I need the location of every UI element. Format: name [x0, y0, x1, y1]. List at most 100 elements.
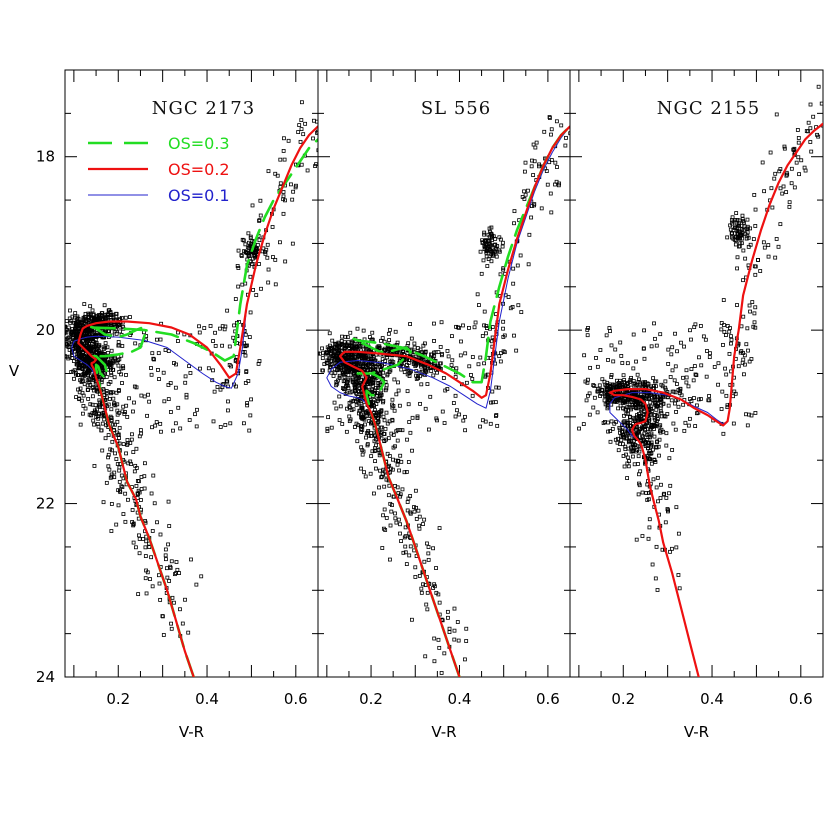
star-point	[100, 448, 105, 453]
star-point	[245, 343, 249, 348]
star-point	[66, 356, 71, 361]
x-tick-label: 0.6	[536, 690, 560, 708]
star-point	[296, 130, 301, 134]
star-point	[72, 349, 77, 354]
star-point	[355, 381, 360, 386]
star-point	[153, 423, 158, 428]
star-point	[625, 361, 630, 366]
star-point	[195, 407, 199, 412]
star-point	[782, 146, 787, 151]
star-point	[618, 442, 622, 446]
star-point	[72, 376, 76, 381]
star-point	[147, 399, 152, 404]
star-point	[425, 590, 430, 595]
star-point	[531, 173, 536, 177]
star-point	[109, 474, 114, 479]
star-point	[647, 456, 652, 461]
star-point	[495, 423, 500, 428]
star-point	[88, 331, 93, 336]
star-point	[254, 249, 258, 254]
star-point	[356, 423, 361, 428]
star-point	[549, 127, 554, 132]
star-point	[724, 372, 729, 377]
star-point	[263, 249, 267, 254]
star-point	[626, 440, 631, 445]
star-point	[617, 425, 622, 430]
star-point	[684, 375, 689, 380]
star-point	[290, 197, 295, 202]
star-point	[624, 411, 629, 416]
star-point	[753, 272, 758, 277]
star-point	[512, 209, 517, 214]
star-point	[732, 226, 737, 230]
star-point	[106, 402, 111, 407]
star-point	[752, 264, 757, 269]
star-point	[122, 412, 127, 416]
star-point	[116, 340, 121, 344]
star-point	[719, 321, 724, 325]
star-point	[59, 348, 62, 351]
star-point	[741, 357, 746, 362]
star-point	[410, 415, 415, 420]
star-point	[684, 368, 689, 373]
star-point	[461, 418, 466, 423]
star-point	[435, 418, 439, 423]
star-point	[80, 320, 84, 325]
star-point	[107, 397, 112, 401]
star-point	[386, 331, 391, 336]
star-point	[146, 392, 150, 397]
star-point	[599, 391, 604, 396]
star-point	[71, 333, 76, 338]
star-point	[199, 574, 204, 579]
star-point	[73, 311, 78, 316]
star-point	[149, 366, 153, 370]
star-point	[273, 171, 278, 176]
star-point	[197, 324, 201, 329]
star-point	[428, 394, 433, 399]
star-point	[383, 528, 388, 532]
star-point	[608, 429, 613, 433]
star-point	[108, 380, 113, 384]
star-point	[649, 461, 654, 466]
star-point	[187, 418, 192, 422]
star-point	[400, 428, 405, 433]
star-point	[162, 399, 167, 404]
star-point	[77, 397, 82, 402]
star-point	[605, 401, 610, 406]
star-point	[396, 517, 401, 522]
star-point	[705, 349, 709, 353]
isochrone-OS-0p1	[326, 125, 570, 677]
star-point	[404, 367, 409, 371]
star-point	[368, 364, 373, 368]
star-point	[382, 418, 387, 423]
star-point	[619, 438, 624, 443]
star-point	[155, 520, 159, 525]
star-point	[628, 418, 633, 422]
star-point	[725, 324, 730, 328]
star-point	[121, 404, 126, 409]
star-point	[516, 303, 521, 308]
star-point	[226, 399, 230, 404]
star-point	[390, 405, 395, 410]
star-point	[652, 413, 657, 418]
star-point	[450, 334, 454, 339]
star-point	[378, 364, 383, 369]
star-point	[117, 425, 122, 430]
star-point	[405, 500, 410, 504]
star-point	[487, 254, 492, 259]
star-point	[74, 372, 78, 377]
star-point	[236, 284, 241, 289]
star-point	[530, 204, 534, 208]
star-point	[378, 393, 383, 398]
star-point	[91, 339, 95, 343]
star-point	[118, 329, 122, 334]
star-point	[367, 419, 372, 423]
star-point	[111, 312, 116, 317]
star-point	[96, 316, 101, 321]
star-point	[452, 628, 457, 633]
star-point	[344, 429, 349, 434]
star-point	[134, 446, 139, 451]
star-point	[88, 378, 92, 383]
star-point	[748, 309, 752, 314]
star-point	[255, 242, 260, 247]
